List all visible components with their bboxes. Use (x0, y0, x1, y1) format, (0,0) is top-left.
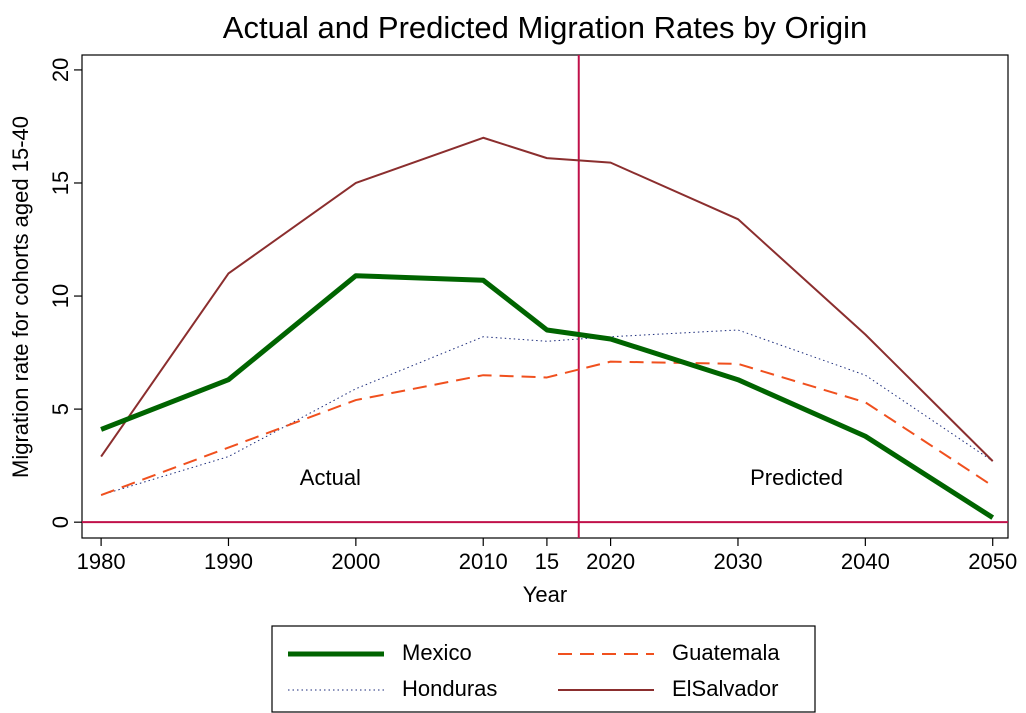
legend-label: ElSalvador (672, 676, 778, 701)
x-tick-label: 1990 (204, 549, 253, 574)
x-tick-label: 2000 (331, 549, 380, 574)
x-tick-label: 2030 (713, 549, 762, 574)
legend-box (271, 625, 816, 713)
annotation: Predicted (750, 465, 843, 490)
legend-label: Honduras (402, 676, 497, 701)
series-line (100, 136, 994, 462)
y-tick-label: 0 (48, 516, 73, 528)
x-tick-label: 1980 (77, 549, 126, 574)
series-line (100, 273, 995, 520)
x-tick-label: 2050 (968, 549, 1017, 574)
y-tick-label: 15 (48, 171, 73, 195)
y-tick-label: 10 (48, 284, 73, 308)
x-tick-label: 2010 (459, 549, 508, 574)
series-line (100, 329, 993, 496)
x-axis-label: Year (523, 582, 567, 607)
x-tick-label: 15 (535, 549, 559, 574)
y-tick-label: 20 (48, 58, 73, 82)
series-line (100, 360, 994, 496)
legend-label: Guatemala (672, 640, 780, 665)
chart-title: Actual and Predicted Migration Rates by … (223, 10, 867, 45)
annotation: Actual (300, 465, 361, 490)
x-tick-label: 2020 (586, 549, 635, 574)
y-axis-label: Migration rate for cohorts aged 15-40 (8, 116, 33, 478)
y-tick-label: 5 (48, 403, 73, 415)
x-tick-label: 2040 (841, 549, 890, 574)
legend-label: Mexico (402, 640, 472, 665)
